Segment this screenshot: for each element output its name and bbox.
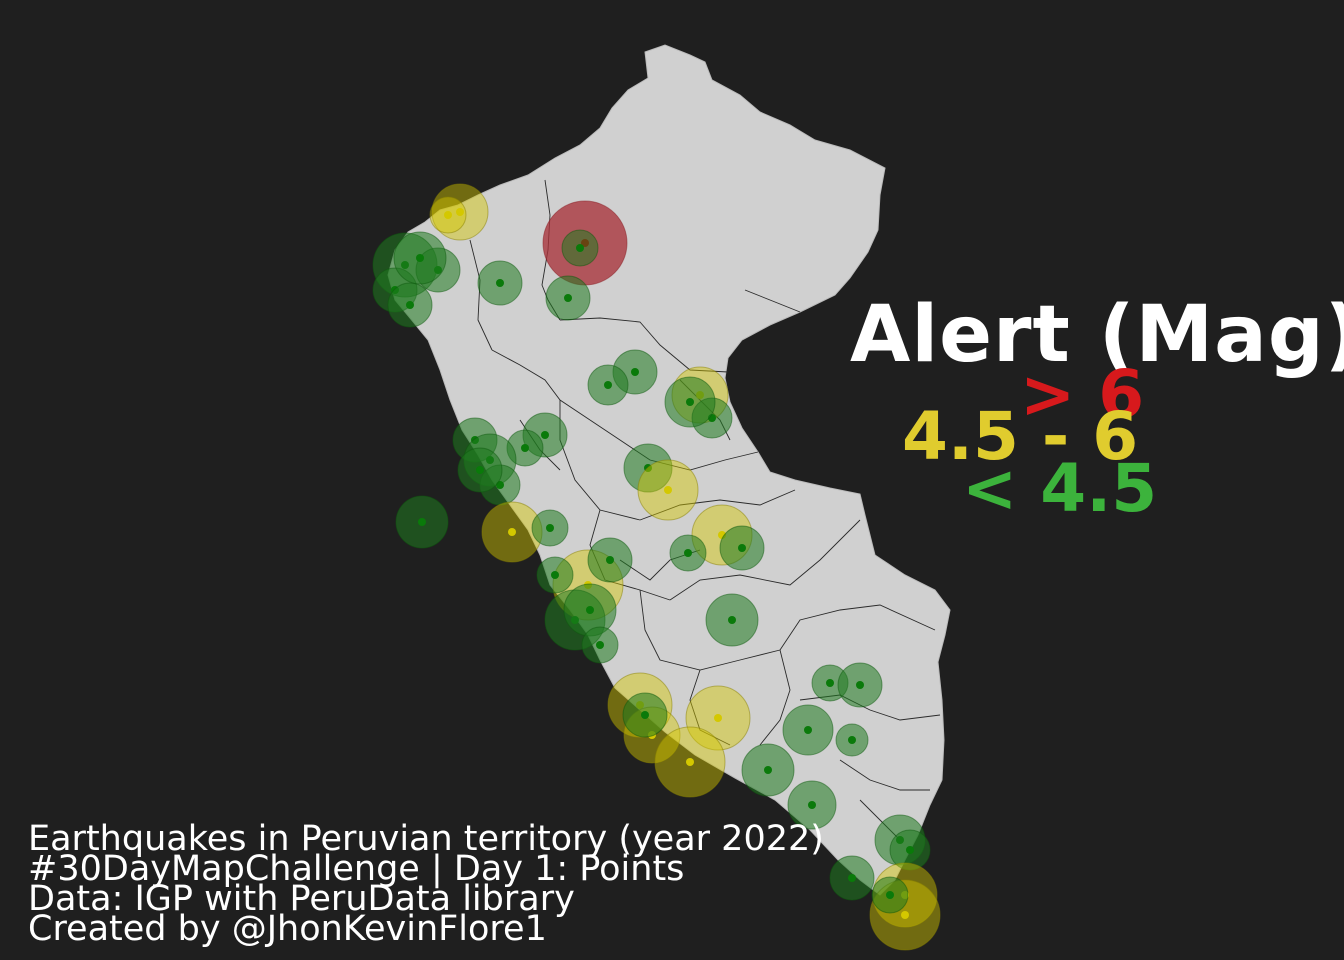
earthquake-point bbox=[664, 486, 672, 494]
earthquake-point bbox=[728, 616, 736, 624]
earthquake-point bbox=[521, 444, 529, 452]
earthquake-point bbox=[631, 368, 639, 376]
earthquake-point bbox=[456, 208, 464, 216]
credit-author: Created by @JhonKevinFlore1 bbox=[28, 909, 547, 949]
earthquake-point bbox=[596, 641, 604, 649]
earthquake-point bbox=[406, 301, 414, 309]
earthquake-point bbox=[586, 606, 594, 614]
earthquake-point bbox=[886, 891, 894, 899]
earthquake-point bbox=[508, 528, 516, 536]
earthquake-point bbox=[541, 431, 549, 439]
earthquake-point bbox=[444, 211, 452, 219]
credit-challenge: #30DayMapChallenge | Day 1: Points bbox=[28, 849, 685, 889]
earthquake-point bbox=[738, 544, 746, 552]
legend-high-label: > 6 bbox=[1020, 356, 1145, 433]
credit-title: Earthquakes in Peruvian territory (year … bbox=[28, 819, 824, 859]
earthquake-point bbox=[906, 846, 914, 854]
earthquake-point bbox=[604, 381, 612, 389]
legend-low-label: < 4.5 bbox=[962, 450, 1158, 527]
earthquake-point bbox=[606, 556, 614, 564]
earthquake-point bbox=[546, 524, 554, 532]
earthquake-point bbox=[416, 254, 424, 262]
earthquake-point bbox=[418, 518, 426, 526]
earthquake-point bbox=[686, 758, 694, 766]
department-borders bbox=[469, 179, 941, 841]
credits-block: Earthquakes in Peruvian territory (year … bbox=[28, 819, 824, 949]
earthquake-point bbox=[764, 766, 772, 774]
earthquake-point bbox=[901, 911, 909, 919]
legend-title: Alert (Mag) bbox=[850, 290, 1344, 380]
earthquake-point bbox=[714, 714, 722, 722]
earthquake-point bbox=[826, 679, 834, 687]
earthquake-markers bbox=[372, 183, 941, 951]
earthquake-point bbox=[808, 801, 816, 809]
earthquake-point bbox=[856, 681, 864, 689]
earthquake-point bbox=[496, 279, 504, 287]
legend-medium-label: 4.5 - 6 bbox=[902, 398, 1139, 475]
earthquake-point bbox=[686, 398, 694, 406]
credit-data-source: Data: IGP with PeruData library bbox=[28, 879, 575, 919]
earthquake-point bbox=[576, 244, 584, 252]
earthquake-point bbox=[848, 736, 856, 744]
earthquake-point bbox=[641, 711, 649, 719]
earthquake-point bbox=[476, 466, 484, 474]
earthquake-point bbox=[804, 726, 812, 734]
earthquake-point bbox=[848, 874, 856, 882]
earthquake-point bbox=[684, 549, 692, 557]
earthquake-point bbox=[564, 294, 572, 302]
earthquake-point bbox=[551, 571, 559, 579]
